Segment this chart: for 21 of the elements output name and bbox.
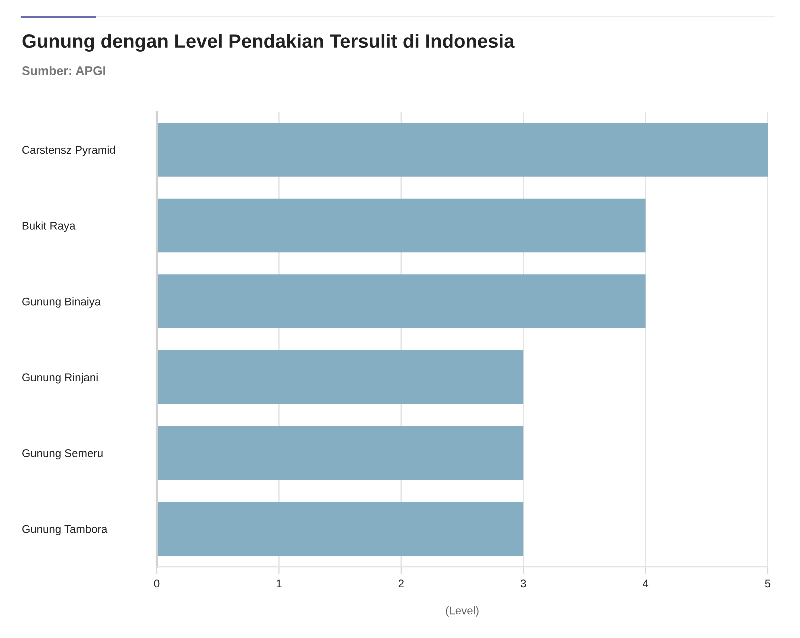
bar	[157, 350, 524, 404]
bar	[157, 122, 768, 177]
x-tick-label: 0	[154, 580, 160, 588]
y-tick-label: Gunung Rinjani	[22, 373, 98, 384]
x-tick-label: 2	[398, 580, 404, 588]
x-tick-label: 1	[276, 580, 282, 588]
chart-subtitle: Sumber: APGI	[22, 66, 106, 76]
x-tick-label: 5	[765, 580, 771, 588]
bar	[157, 274, 646, 329]
x-axis-title: (Level)	[446, 606, 479, 617]
y-tick-label: Gunung Tambora	[22, 525, 108, 536]
x-tick-label: 3	[520, 580, 526, 588]
bar	[157, 502, 524, 556]
bar	[157, 198, 646, 253]
bar	[157, 426, 524, 480]
y-tick-label: Gunung Binaiya	[22, 298, 102, 308]
x-tick-label: 4	[642, 580, 649, 588]
y-tick-label: Gunung Semeru	[22, 450, 103, 460]
y-tick-label: Bukit Raya	[22, 222, 76, 232]
chart-title: Gunung dengan Level Pendakian Tersulit di Indonesia	[22, 34, 515, 52]
y-tick-label: Carstensz Pyramid	[22, 146, 116, 156]
